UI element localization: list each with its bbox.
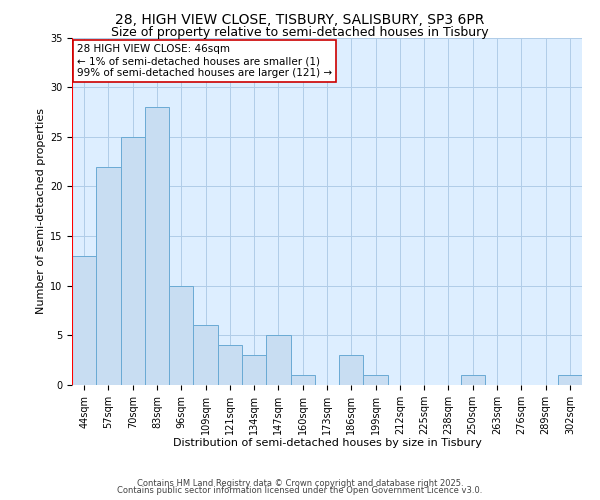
Text: 28, HIGH VIEW CLOSE, TISBURY, SALISBURY, SP3 6PR: 28, HIGH VIEW CLOSE, TISBURY, SALISBURY,… [115,12,485,26]
Bar [266,336,290,385]
Text: Size of property relative to semi-detached houses in Tisbury: Size of property relative to semi-detach… [111,26,489,39]
Bar [96,166,121,385]
Text: Contains public sector information licensed under the Open Government Licence v3: Contains public sector information licen… [118,486,482,495]
Bar [242,355,266,385]
Bar [169,286,193,385]
Bar [145,107,169,385]
X-axis label: Distribution of semi-detached houses by size in Tisbury: Distribution of semi-detached houses by … [173,438,481,448]
Y-axis label: Number of semi-detached properties: Number of semi-detached properties [35,108,46,314]
Text: Contains HM Land Registry data © Crown copyright and database right 2025.: Contains HM Land Registry data © Crown c… [137,478,463,488]
Bar [121,137,145,385]
Bar [558,375,582,385]
Bar [339,355,364,385]
Text: 28 HIGH VIEW CLOSE: 46sqm
← 1% of semi-detached houses are smaller (1)
99% of se: 28 HIGH VIEW CLOSE: 46sqm ← 1% of semi-d… [77,44,332,78]
Bar [364,375,388,385]
Bar [290,375,315,385]
Bar [218,346,242,385]
Bar [193,326,218,385]
Bar [461,375,485,385]
Bar [72,256,96,385]
